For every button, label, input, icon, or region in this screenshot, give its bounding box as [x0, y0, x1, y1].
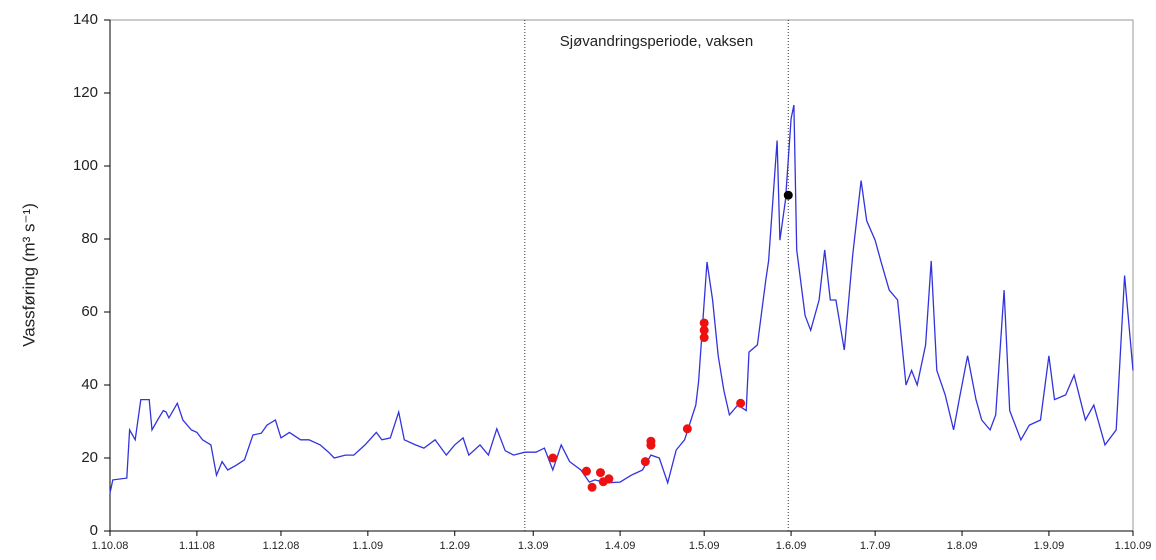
x-tick-label: 1.7.09 — [860, 540, 891, 552]
x-tick-label: 1.4.09 — [605, 540, 636, 552]
observation-point — [587, 482, 597, 492]
flow-line — [109, 104, 1134, 494]
y-tick-label: 140 — [73, 11, 98, 28]
y-tick-label: 40 — [81, 376, 98, 393]
x-tick-label: 1.10.09 — [1115, 540, 1152, 552]
x-tick-label: 1.12.08 — [263, 540, 300, 552]
observation-point — [604, 474, 614, 484]
observation-point — [548, 453, 558, 463]
x-tick-label: 1.3.09 — [518, 540, 549, 552]
observation-point — [682, 424, 692, 434]
observation-point — [595, 468, 605, 478]
observation-point — [646, 440, 656, 450]
x-tick-label: 1.8.09 — [947, 540, 978, 552]
x-tick-label: 1.5.09 — [689, 540, 720, 552]
observation-point — [736, 398, 746, 408]
observation-point — [699, 325, 709, 335]
observation-point — [640, 457, 650, 467]
plot-frame — [109, 19, 1134, 532]
x-tick-label: 1.9.09 — [1034, 540, 1065, 552]
observation-point — [581, 466, 591, 476]
observation-point — [699, 333, 709, 343]
observation-point — [699, 318, 709, 328]
y-tick-label: 60 — [81, 303, 98, 320]
annotation: Sjøvandringsperiode, vaksen — [560, 33, 753, 50]
x-tick-label: 1.2.09 — [439, 540, 470, 552]
y-tick-label: 20 — [81, 449, 98, 466]
y-tick-label: 80 — [81, 230, 98, 247]
observation-point — [783, 190, 793, 200]
x-tick-label: 1.6.09 — [776, 540, 807, 552]
x-tick-label: 1.11.08 — [179, 540, 215, 552]
x-tick-label: 1.10.08 — [92, 540, 129, 552]
x-tick-label: 1.1.09 — [353, 540, 384, 552]
y-axis-label: Vassføring (m³ s⁻¹) — [19, 203, 38, 347]
y-tick-label: 100 — [73, 157, 98, 174]
y-tick-label: 0 — [90, 522, 98, 539]
y-tick-label: 120 — [73, 84, 98, 101]
